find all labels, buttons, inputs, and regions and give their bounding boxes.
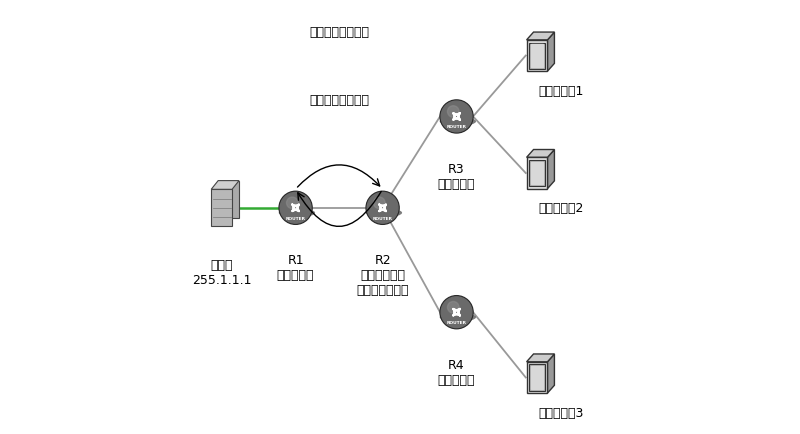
Text: 组播接收者1: 组播接收者1 — [538, 85, 584, 98]
Text: R1
（头节点）: R1 （头节点） — [277, 254, 314, 282]
Polygon shape — [526, 158, 547, 189]
Text: 组播标签请求报文: 组播标签请求报文 — [309, 93, 369, 106]
Circle shape — [440, 296, 473, 329]
Text: 组播标签映射报文: 组播标签映射报文 — [309, 26, 369, 39]
Circle shape — [440, 101, 473, 134]
Polygon shape — [529, 161, 545, 187]
Circle shape — [374, 197, 385, 209]
Circle shape — [447, 106, 459, 118]
Polygon shape — [211, 181, 239, 190]
Polygon shape — [531, 366, 543, 389]
Circle shape — [366, 192, 399, 225]
Polygon shape — [211, 190, 232, 227]
Polygon shape — [547, 33, 554, 72]
Text: 组播源
255.1.1.1: 组播源 255.1.1.1 — [192, 258, 251, 286]
Polygon shape — [526, 33, 554, 41]
Circle shape — [367, 193, 398, 224]
Polygon shape — [547, 150, 554, 189]
Circle shape — [441, 297, 472, 328]
Text: R2
（转发节点）
组播标签分配器: R2 （转发节点） 组播标签分配器 — [356, 254, 409, 297]
Text: R4
（尾节点）: R4 （尾节点） — [438, 358, 475, 386]
Circle shape — [286, 197, 298, 209]
Polygon shape — [526, 150, 554, 158]
Text: ROUTER: ROUTER — [286, 216, 306, 220]
Text: R3
（尾节点）: R3 （尾节点） — [438, 163, 475, 191]
Polygon shape — [531, 162, 543, 185]
Circle shape — [280, 193, 311, 224]
Polygon shape — [526, 362, 547, 393]
Polygon shape — [218, 181, 239, 218]
Circle shape — [441, 102, 472, 132]
Polygon shape — [531, 45, 543, 68]
Text: 组播接收者3: 组播接收者3 — [538, 406, 584, 419]
Ellipse shape — [278, 209, 315, 218]
Circle shape — [447, 302, 459, 313]
Circle shape — [279, 192, 312, 225]
Polygon shape — [547, 354, 554, 393]
Text: 组播接收者2: 组播接收者2 — [538, 202, 584, 215]
Polygon shape — [529, 43, 545, 69]
Text: ROUTER: ROUTER — [446, 125, 466, 129]
Ellipse shape — [440, 118, 476, 127]
Polygon shape — [526, 354, 554, 362]
Polygon shape — [526, 41, 547, 72]
Text: ROUTER: ROUTER — [373, 216, 393, 220]
Ellipse shape — [440, 313, 476, 322]
Ellipse shape — [366, 209, 402, 218]
Polygon shape — [529, 365, 545, 391]
Text: ROUTER: ROUTER — [446, 320, 466, 324]
